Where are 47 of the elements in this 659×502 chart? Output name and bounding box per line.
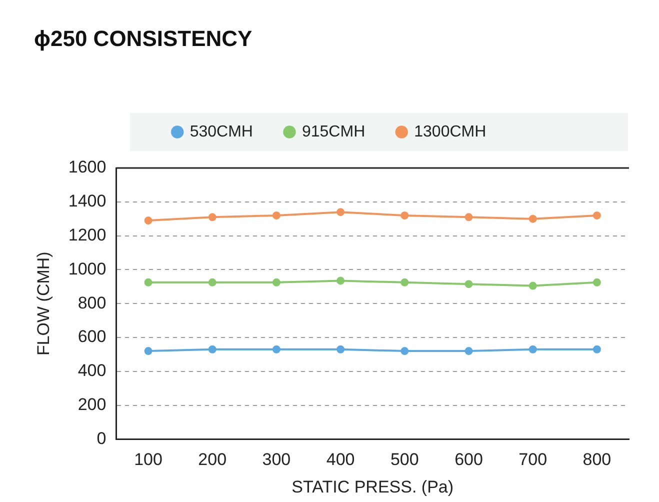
point	[400, 278, 409, 286]
point	[144, 278, 152, 286]
y-tick-label: 200	[78, 394, 106, 414]
x-tick-label: 700	[518, 450, 548, 470]
y-tick-label: 0	[96, 428, 106, 448]
legend-label: 530CMH	[190, 123, 253, 140]
point	[400, 211, 409, 220]
y-tick-label: 1600	[68, 158, 106, 177]
y-axis-title: FLOW (CMH)	[34, 252, 53, 356]
y-tick-label: 400	[78, 361, 106, 380]
legend-label: 915CMH	[302, 123, 366, 140]
point	[464, 347, 473, 356]
point	[528, 345, 537, 354]
point	[336, 276, 345, 285]
point	[592, 278, 601, 286]
x-tick-label: 500	[390, 450, 419, 470]
point	[528, 214, 537, 223]
point	[144, 347, 152, 356]
point	[272, 211, 280, 220]
x-tick-label: 200	[198, 450, 227, 470]
point	[464, 213, 473, 222]
y-tick-label: 1000	[68, 259, 106, 278]
point	[592, 345, 601, 354]
y-tick-label: 600	[78, 327, 106, 346]
point	[208, 345, 216, 354]
point	[400, 347, 409, 356]
point	[592, 211, 601, 220]
x-tick-label: 800	[582, 450, 612, 470]
point	[144, 216, 152, 225]
x-tick-label: 600	[454, 450, 483, 470]
point	[528, 282, 537, 290]
point	[464, 280, 473, 288]
chart-title: ϕ250 CONSISTENCY	[34, 26, 252, 52]
x-tick-label: 100	[134, 450, 162, 470]
x-tick-label: 400	[326, 450, 355, 470]
y-tick-label: 800	[78, 293, 106, 312]
point	[208, 278, 216, 286]
y-tick-label: 1200	[68, 225, 106, 244]
point	[272, 278, 280, 286]
legend-label: 1300CMH	[414, 123, 486, 140]
point	[336, 345, 345, 354]
point	[272, 345, 280, 354]
y-tick-label: 1400	[68, 192, 106, 211]
x-axis-title: STATIC PRESS. (Pa)	[292, 477, 454, 496]
point	[336, 208, 345, 216]
point	[208, 213, 216, 222]
x-tick-label: 300	[262, 450, 291, 470]
